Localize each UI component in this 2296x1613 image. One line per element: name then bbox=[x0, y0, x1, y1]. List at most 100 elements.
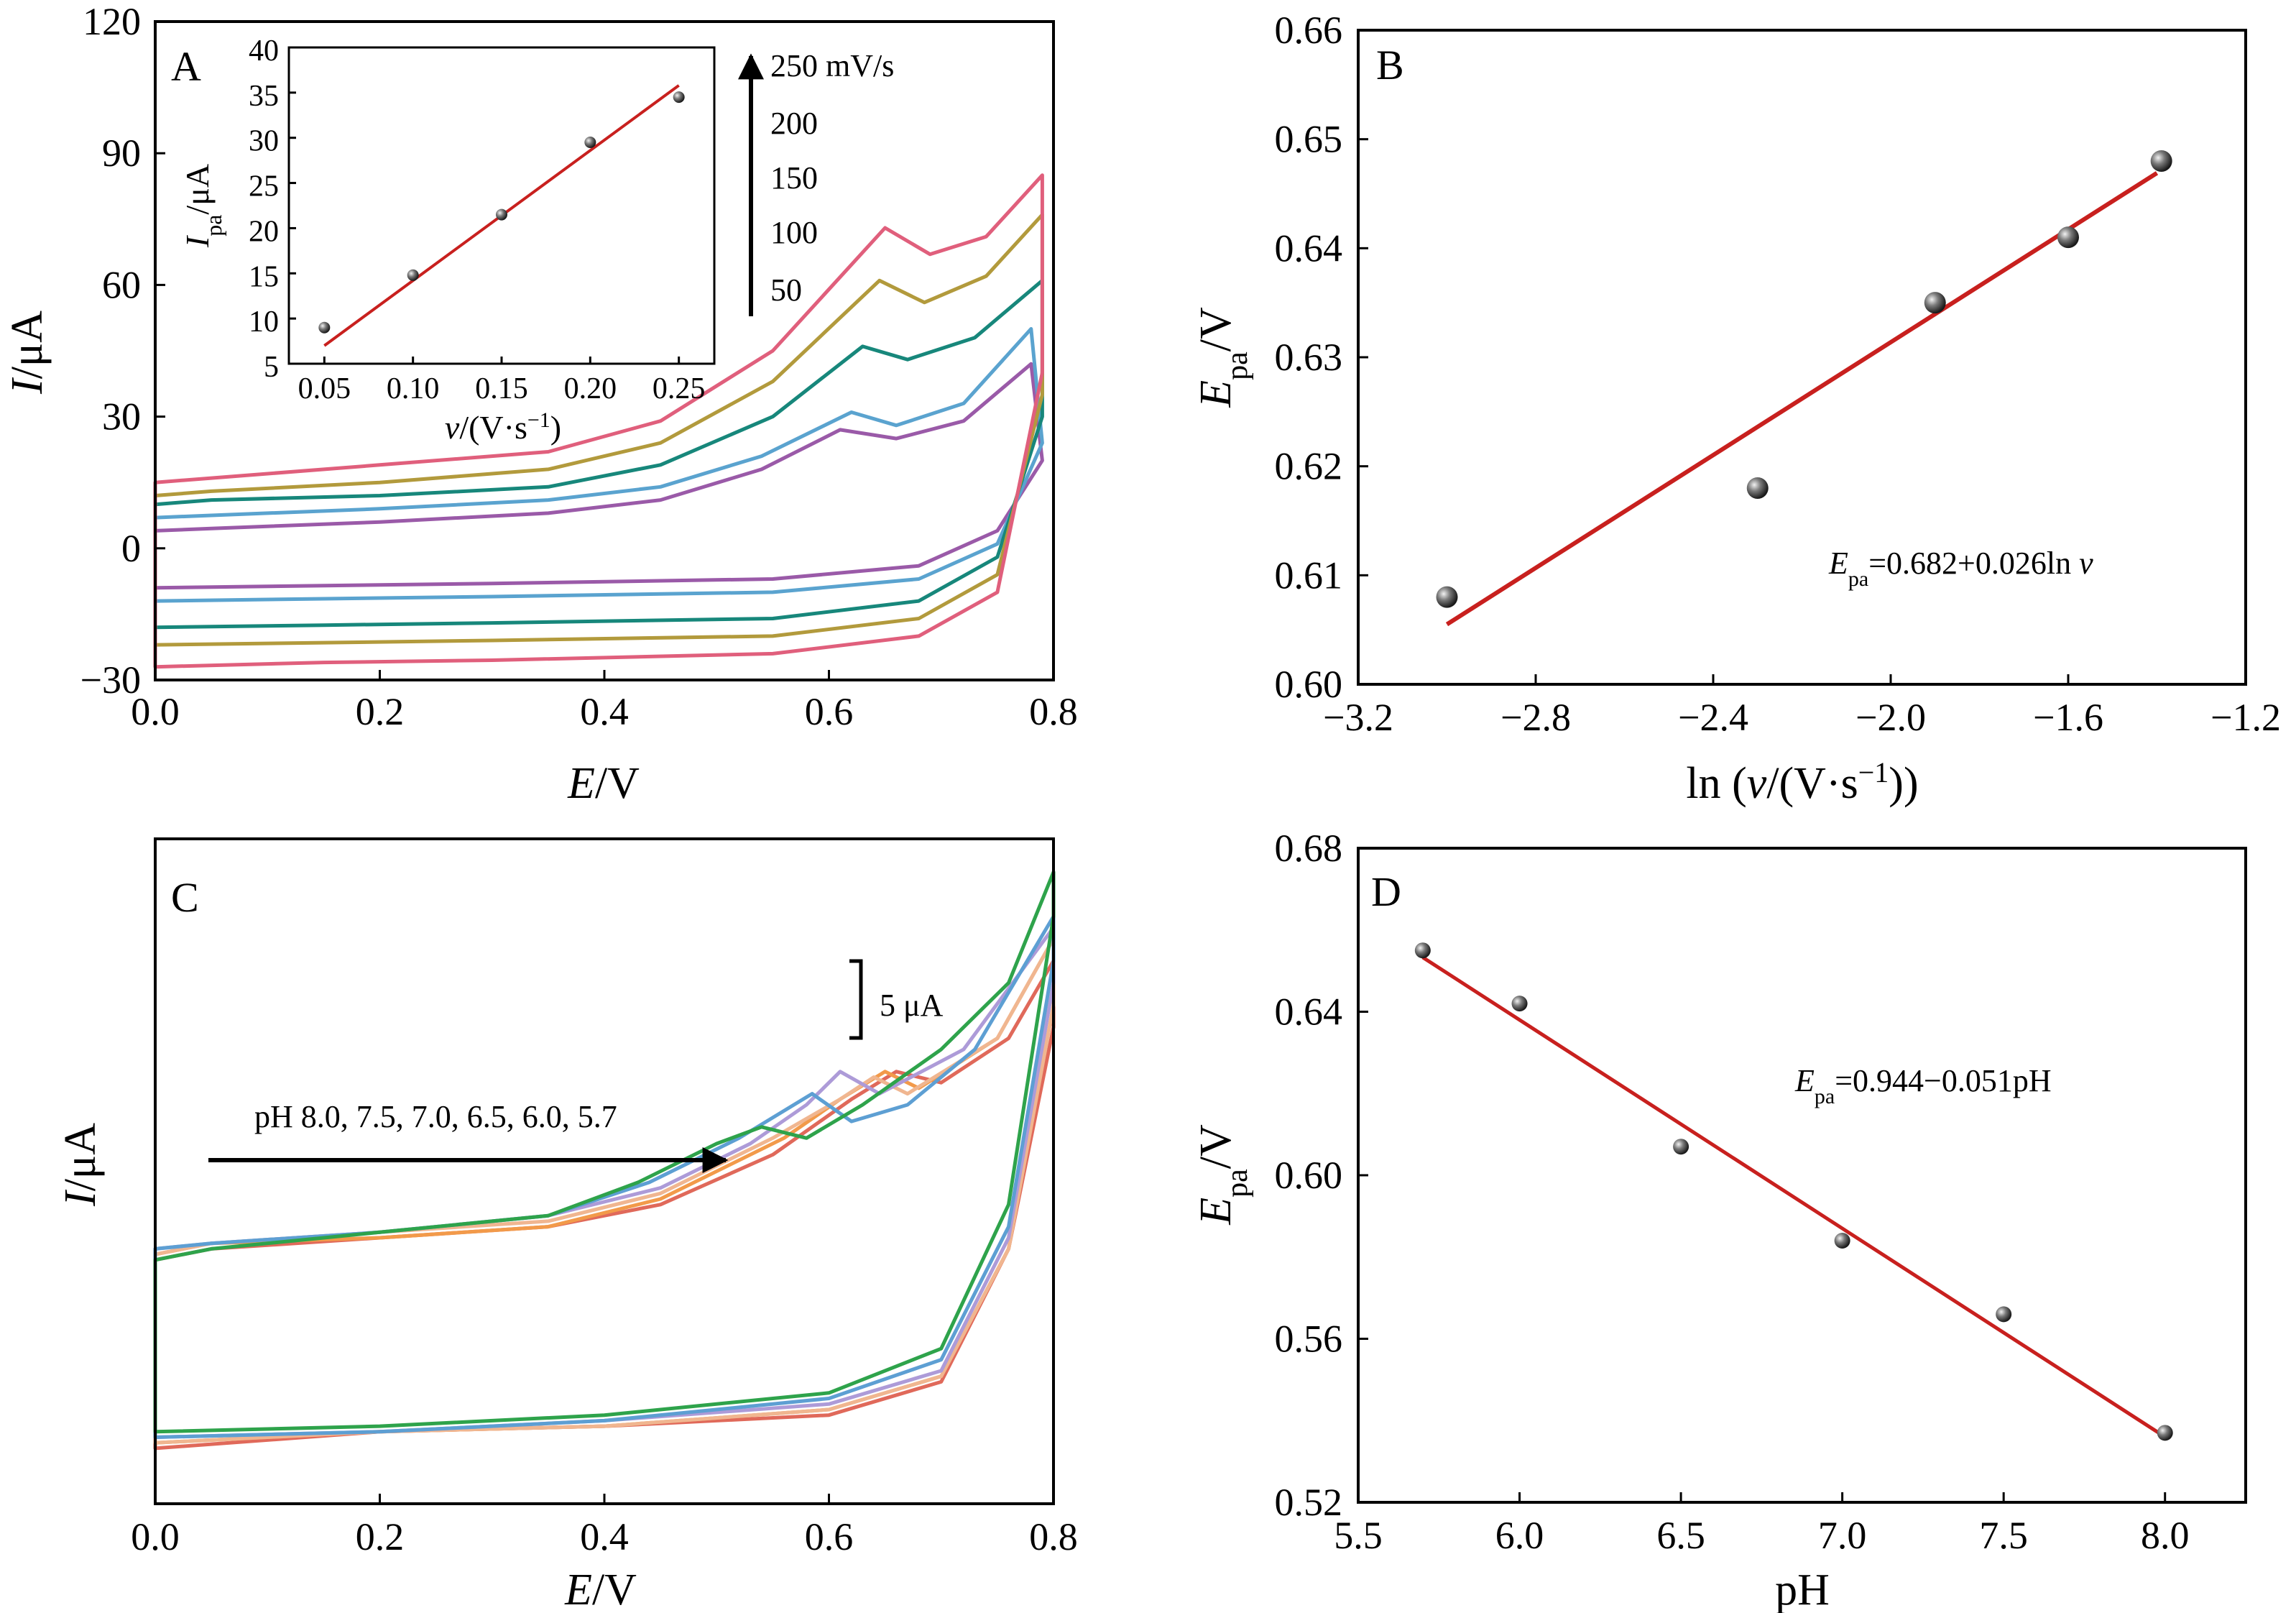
panel-d-y-tick-label: 0.64 bbox=[1275, 991, 1343, 1034]
panel-b-y-tick-label: 0.64 bbox=[1275, 226, 1343, 270]
panel-a-y-tick-label: 30 bbox=[102, 395, 141, 438]
panel-b-equation: Epa=0.682+0.026ln v bbox=[1828, 546, 2093, 591]
inset-y-tick-label: 20 bbox=[249, 215, 279, 248]
panel-d-point bbox=[1414, 942, 1431, 959]
panel-a-y-label: I/μA bbox=[3, 311, 52, 395]
cv-curve-ph-7.0 bbox=[153, 937, 1056, 1445]
panel-b-point bbox=[2150, 150, 2172, 172]
panel-b-x-tick-label: −3.2 bbox=[1323, 696, 1393, 739]
inset-x-tick-label: 0.15 bbox=[475, 372, 528, 405]
panel-b-point bbox=[2057, 226, 2079, 249]
inset-x-tick-label: 0.05 bbox=[298, 372, 351, 405]
panel-a-y-ticks: −30 0 30 60 90 120 bbox=[80, 0, 165, 702]
inset-y-tick-label: 30 bbox=[249, 125, 279, 158]
panel-d-x-tick-label: 6.0 bbox=[1495, 1514, 1544, 1557]
panel-a-curves bbox=[153, 173, 1044, 669]
scan-rate-label: 50 bbox=[770, 272, 802, 308]
panel-b-y-tick-label: 0.61 bbox=[1275, 553, 1343, 597]
inset-frame bbox=[287, 46, 716, 365]
panel-d-x-label: pH bbox=[1775, 1566, 1830, 1613]
panel-d: 5.5 6.0 6.5 7.0 7.5 8.0 0.520.560.600.640.68 … bbox=[1191, 827, 2247, 1613]
inset-y-label: Ipa/μA bbox=[179, 164, 226, 248]
panel-c-x-tick-label: 0.8 bbox=[1029, 1515, 1078, 1558]
panel-d-point bbox=[1511, 996, 1528, 1012]
inset-x-tick-label: 0.25 bbox=[653, 372, 706, 405]
panel-b-y-tick-label: 0.62 bbox=[1275, 445, 1343, 488]
cv-curve-100 bbox=[153, 327, 1044, 603]
panel-c-x-tick-label: 0.0 bbox=[131, 1515, 180, 1558]
panel-d-y-tick-label: 0.60 bbox=[1275, 1154, 1343, 1197]
panel-c-frame bbox=[154, 837, 1055, 1505]
panel-c: 0.0 0.2 0.4 0.6 0.8 C 5 μA pH 8.0, 7.5, 7.0,… bbox=[56, 837, 1078, 1613]
cv-curve-150 bbox=[153, 278, 1044, 630]
panel-a-y-tick-label: 120 bbox=[83, 0, 141, 43]
inset-point bbox=[673, 91, 685, 104]
panel-c-x-tick-label: 0.2 bbox=[356, 1515, 405, 1558]
inset-y-ticks: 5 10 15 20 25 30 35 40 bbox=[249, 35, 296, 384]
panel-b-frame bbox=[1357, 29, 2247, 686]
panel-d-letter: D bbox=[1371, 868, 1401, 915]
scan-rate-label: 250 mV/s bbox=[770, 48, 894, 83]
panel-c-x-tick-label: 0.4 bbox=[580, 1515, 629, 1558]
panel-a-x-tick-label: 0.6 bbox=[805, 690, 854, 733]
ph-arrow-label: pH 8.0, 7.5, 7.0, 6.5, 6.0, 5.7 bbox=[254, 1099, 617, 1134]
panel-d-y-ticks: 0.52 0.56 0.60 0.64 0.68 bbox=[1275, 827, 1368, 1524]
panel-b-point bbox=[1436, 586, 1458, 608]
panel-c-x-tick-label: 0.6 bbox=[805, 1515, 854, 1558]
panel-a-y-tick-label: 60 bbox=[102, 263, 141, 306]
panel-b-x-tick-label: −2.0 bbox=[1855, 696, 1926, 739]
panel-b-x-tick-label: −2.4 bbox=[1678, 696, 1748, 739]
cv-curve-ph-8.0 bbox=[153, 959, 1056, 1451]
cv-curve-50 bbox=[153, 362, 1044, 590]
panel-a-x-tick-label: 0.4 bbox=[580, 690, 629, 733]
panel-a-x-label: E/V bbox=[567, 759, 640, 808]
scan-rate-label: 150 bbox=[770, 160, 818, 196]
panel-a-x-tick-label: 0.2 bbox=[356, 690, 405, 733]
inset-y-tick-label: 5 bbox=[264, 351, 279, 384]
panel-d-x-tick-label: 5.5 bbox=[1334, 1514, 1383, 1557]
cv-curve-ph-5.7 bbox=[153, 870, 1056, 1434]
current-scale-bar bbox=[849, 959, 863, 1040]
inset-point bbox=[584, 137, 596, 148]
panel-b-points bbox=[1436, 150, 2172, 608]
inset-y-tick-label: 10 bbox=[249, 305, 279, 339]
panel-d-point bbox=[1996, 1306, 2012, 1323]
panel-d-y-tick-label: 0.68 bbox=[1275, 827, 1343, 870]
panel-c-letter: C bbox=[171, 874, 199, 921]
panel-d-x-ticks: 5.5 6.0 6.5 7.0 7.5 8.0 bbox=[1334, 1492, 2189, 1557]
panel-d-point bbox=[1834, 1233, 1850, 1249]
panel-b-x-ticks: −3.2 −2.8 −2.4 −2.0 −1.6 −1.2 bbox=[1323, 674, 2281, 739]
panel-d-x-tick-label: 8.0 bbox=[2141, 1514, 2190, 1557]
inset-y-tick-label: 40 bbox=[249, 35, 279, 68]
panel-c-y-label: I/μA bbox=[56, 1123, 105, 1207]
panel-b-x-tick-label: −1.2 bbox=[2210, 696, 2281, 739]
panel-b-y-label: Epa/V bbox=[1191, 307, 1254, 408]
panel-b-x-tick-label: −1.6 bbox=[2033, 696, 2103, 739]
inset-y-tick-label: 25 bbox=[249, 170, 279, 203]
panel-c-x-label: E/V bbox=[564, 1566, 637, 1613]
inset-x-tick-label: 0.20 bbox=[564, 372, 617, 405]
panel-b-y-tick-label: 0.63 bbox=[1275, 336, 1343, 379]
current-scale-label: 5 μA bbox=[880, 988, 944, 1023]
inset-y-tick-label: 35 bbox=[249, 80, 279, 113]
panel-a: 0.0 0.2 0.4 0.6 0.8 −30 0 30 60 90 120 A E/V I/μA… bbox=[3, 0, 1078, 808]
panel-b-point bbox=[1924, 292, 1946, 314]
cv-curve-250 bbox=[153, 173, 1044, 669]
inset-x-tick-label: 0.10 bbox=[387, 372, 440, 405]
panel-d-x-tick-label: 7.0 bbox=[1818, 1514, 1867, 1557]
panel-d-y-tick-label: 0.56 bbox=[1275, 1318, 1343, 1361]
panel-c-x-ticks: 0.0 0.2 0.4 0.6 0.8 bbox=[131, 1494, 1078, 1558]
scan-rate-label: 200 bbox=[770, 106, 818, 141]
panel-a-x-tick-label: 0.0 bbox=[131, 690, 180, 733]
inset-point bbox=[496, 208, 507, 221]
panel-d-x-tick-label: 7.5 bbox=[1979, 1514, 2028, 1557]
panel-c-curves bbox=[153, 870, 1056, 1451]
cv-curve-200 bbox=[153, 213, 1044, 647]
panel-a-y-tick-label: 0 bbox=[121, 527, 141, 570]
panel-d-x-tick-label: 6.5 bbox=[1656, 1514, 1705, 1557]
panel-b-letter: B bbox=[1376, 42, 1404, 88]
panel-b-y-tick-label: 0.65 bbox=[1275, 118, 1343, 161]
inset-points bbox=[318, 91, 685, 334]
panel-d-y-label: Epa/V bbox=[1191, 1124, 1254, 1226]
panel-a-inset: 0.05 0.10 0.15 0.20 0.25 5 10 15 20 25 30 35 40 v/(… bbox=[179, 35, 716, 446]
